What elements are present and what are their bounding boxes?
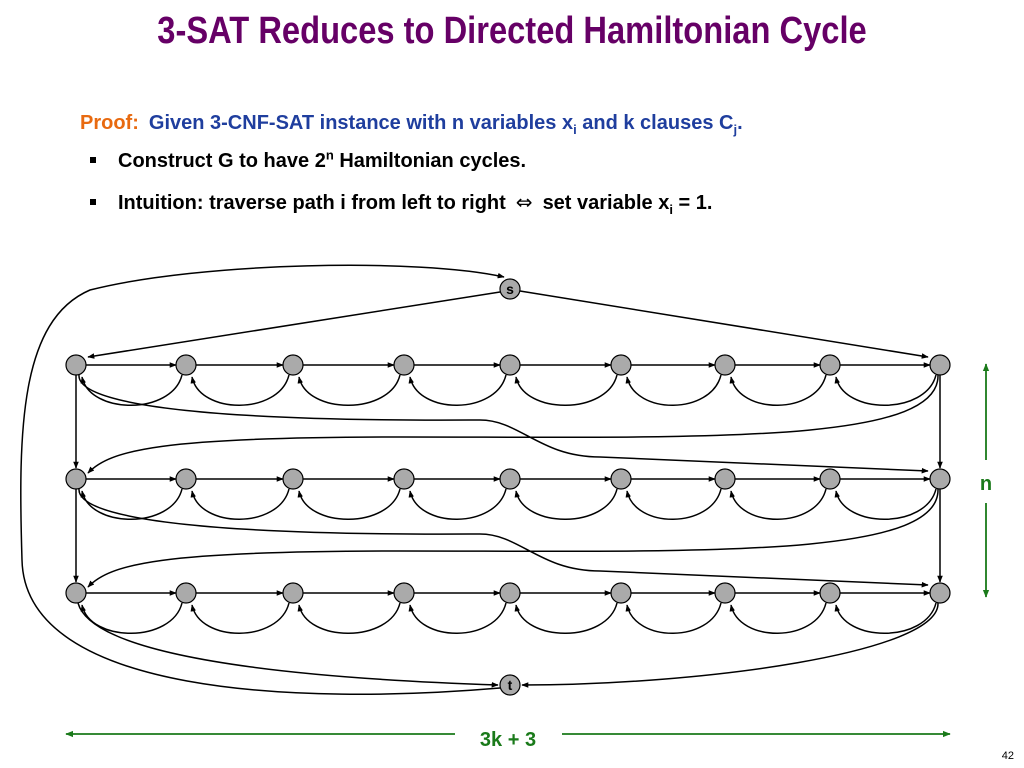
slide-title: 3-SAT Reduces to Directed Hamiltonian Cy… <box>157 10 867 52</box>
backward-edge <box>408 602 507 634</box>
backward-edge <box>190 374 290 406</box>
variable-node <box>65 468 87 490</box>
right-to-t-edge <box>521 602 939 688</box>
variable-node <box>393 582 415 604</box>
variable-node <box>819 354 841 376</box>
sink-node-t <box>499 674 521 696</box>
sink-node-t-label: t <box>508 677 513 693</box>
backward-edge <box>834 488 937 520</box>
variable-node <box>610 354 632 376</box>
backward-edge <box>190 602 290 634</box>
proof-text-3: . <box>737 112 743 134</box>
node-layer: st <box>65 278 951 696</box>
bullet1-sup: n <box>325 147 334 163</box>
variable-node <box>714 468 736 490</box>
variable-node <box>282 468 304 490</box>
proof-text-1: Given 3-CNF-SAT instance with n variable… <box>148 112 574 134</box>
bullet2-text-1: Intuition: traverse path i from left to … <box>118 192 506 214</box>
width-dimension-label: 3k + 3 <box>480 729 536 751</box>
variable-node <box>499 468 521 490</box>
backward-edge <box>190 488 290 520</box>
variable-node <box>175 582 197 604</box>
variable-node <box>282 354 304 376</box>
variable-node <box>499 582 521 604</box>
variable-node <box>819 468 841 490</box>
backward-edge <box>729 488 827 520</box>
proof-text-2: and k clauses C <box>576 112 734 134</box>
variable-node <box>65 354 87 376</box>
variable-node <box>393 468 415 490</box>
n-dimension-label: n <box>980 473 992 495</box>
bullet2-sub: i <box>669 202 673 217</box>
backward-edge <box>80 374 183 406</box>
backward-edge <box>297 602 401 634</box>
edge-layer <box>20 264 943 695</box>
variable-node <box>714 354 736 376</box>
backward-edge <box>625 374 722 406</box>
cross-edge-rl <box>87 488 939 588</box>
variable-node <box>610 582 632 604</box>
variable-node <box>65 582 87 604</box>
backward-edge <box>625 602 722 634</box>
cross-edge-rl <box>87 374 939 474</box>
backward-edge <box>514 488 618 520</box>
backward-edge <box>80 602 183 634</box>
variable-node <box>175 468 197 490</box>
source-node-s <box>499 278 521 300</box>
variable-node <box>929 582 951 604</box>
bullet1-text-2: Hamiltonian cycles. <box>333 150 527 172</box>
backward-edge <box>408 488 507 520</box>
backward-edge <box>408 374 507 406</box>
backward-edge <box>834 602 937 634</box>
backward-edge <box>514 602 618 634</box>
bullet2-text-2: set variable x <box>542 192 670 214</box>
bullet-intuition: Intuition: traverse path i from left to … <box>90 190 713 217</box>
backward-edge <box>834 374 937 406</box>
backward-edge <box>80 488 183 520</box>
cross-edge-lr <box>78 374 929 474</box>
cross-edge-lr <box>78 488 929 588</box>
variable-node <box>929 468 951 490</box>
variable-node <box>282 582 304 604</box>
variable-node <box>393 354 415 376</box>
backward-edge <box>729 374 827 406</box>
variable-node <box>499 354 521 376</box>
proof-sub-j: j <box>733 122 738 137</box>
bullet1-text-1: Construct G to have 2 <box>118 150 326 172</box>
bullet-construct: Construct G to have 2n Hamiltonian cycle… <box>90 147 527 173</box>
bullet2-text-3: = 1. <box>672 192 713 214</box>
proof-sub-i: i <box>573 122 577 137</box>
backward-edge <box>625 488 722 520</box>
backward-edge <box>297 488 401 520</box>
dimension-layer <box>65 363 990 738</box>
t-to-s-return-edge <box>20 264 505 695</box>
iff-icon: ⇔ <box>515 190 533 214</box>
proof-label: Proof: <box>80 112 139 134</box>
left-to-t-edge <box>77 602 499 688</box>
variable-node <box>175 354 197 376</box>
bullet-marker <box>90 198 96 205</box>
variable-node <box>819 582 841 604</box>
bullet-marker <box>90 156 96 163</box>
variable-node <box>714 582 736 604</box>
proof-line: Proof: Given 3-CNF-SAT instance with n va… <box>80 112 743 137</box>
backward-edge <box>514 374 618 406</box>
variable-node <box>929 354 951 376</box>
source-node-s-label: s <box>506 281 514 297</box>
page-number: 42 <box>1001 750 1014 762</box>
s-to-left-edge <box>87 291 501 359</box>
variable-node <box>610 468 632 490</box>
backward-edge <box>729 602 827 634</box>
s-to-right-edge <box>519 290 929 359</box>
backward-edge <box>297 374 401 406</box>
